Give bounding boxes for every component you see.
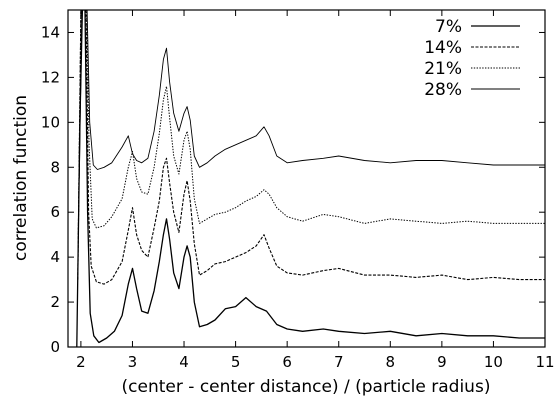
series-line-1 [76, 10, 545, 347]
legend: 7%14%21%28% [424, 17, 520, 100]
x-tick-label: 4 [179, 353, 189, 371]
x-tick-label: 2 [76, 353, 86, 371]
y-tick-label: 6 [50, 203, 60, 221]
legend-label: 21% [424, 59, 462, 79]
x-tick-label: 6 [282, 353, 292, 371]
x-tick-label: 11 [535, 353, 554, 371]
x-tick-label: 3 [128, 353, 138, 371]
legend-label: 7% [435, 17, 462, 37]
x-tick-label: 7 [334, 353, 344, 371]
x-tick-label: 9 [437, 353, 447, 371]
x-tick-label: 8 [386, 353, 396, 371]
plot-area [76, 10, 545, 347]
y-tick-label: 0 [50, 338, 60, 356]
series-line-3 [77, 10, 545, 235]
x-axis-label: (center - center distance) / (particle r… [122, 377, 491, 397]
legend-label: 14% [424, 38, 462, 58]
y-tick-label: 4 [50, 248, 60, 266]
plot-frame [67, 9, 546, 348]
x-tick-label: 10 [484, 353, 503, 371]
x-tick-label: 5 [231, 353, 241, 371]
y-tick-label: 2 [50, 293, 60, 311]
y-axis-label: correlation function [11, 95, 31, 261]
y-tick-label: 10 [41, 113, 60, 131]
series-line-4 [78, 10, 545, 179]
legend-label: 28% [424, 80, 462, 100]
y-tick-label: 12 [41, 68, 60, 86]
y-tick-label: 14 [41, 23, 60, 41]
series-line-2 [77, 10, 545, 285]
y-tick-label: 8 [50, 158, 60, 176]
